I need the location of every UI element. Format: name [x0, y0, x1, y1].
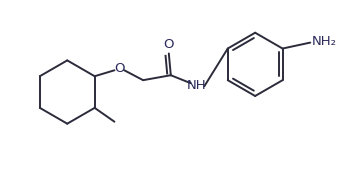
- Text: NH₂: NH₂: [312, 35, 337, 48]
- Text: O: O: [114, 62, 125, 75]
- Text: O: O: [164, 38, 174, 51]
- Text: NH: NH: [187, 79, 206, 92]
